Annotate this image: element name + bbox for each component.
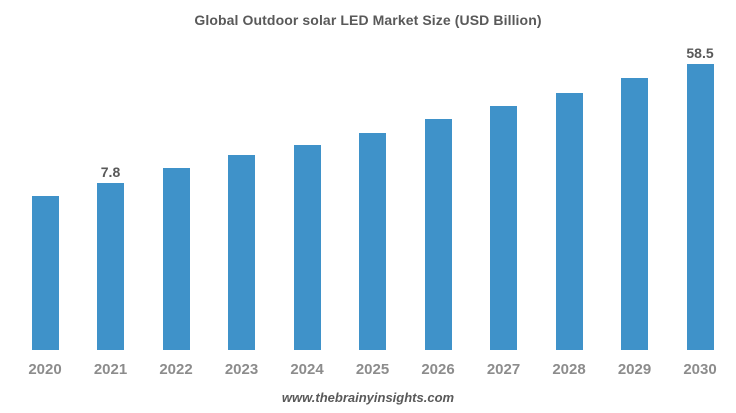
x-axis-tick-2026: 2026 xyxy=(421,361,455,378)
x-axis-tick-2024: 2024 xyxy=(290,361,324,378)
x-axis-tick-2025: 2025 xyxy=(355,361,390,378)
x-axis-tick-2021: 2021 xyxy=(93,361,128,378)
x-axis-tick-2027: 2027 xyxy=(486,361,521,378)
bar-2030 xyxy=(686,64,714,350)
bar-2028 xyxy=(555,93,583,350)
bar-2023 xyxy=(228,155,255,350)
bar-2027 xyxy=(490,106,517,350)
bar-2025 xyxy=(359,133,386,350)
data-label-2021: 7.8 xyxy=(100,164,121,180)
bar-2029 xyxy=(621,78,648,350)
x-axis-tick-2029: 2029 xyxy=(617,361,652,378)
bar-2026 xyxy=(424,118,452,350)
bar-2024 xyxy=(293,145,321,350)
bar-2020 xyxy=(31,196,59,350)
data-label-2030: 58.5 xyxy=(686,45,714,61)
chart-title: Global Outdoor solar LED Market Size (US… xyxy=(194,12,542,28)
x-axis-tick-2023: 2023 xyxy=(224,361,259,378)
bar-2021 xyxy=(97,183,124,350)
watermark-text: www.thebrainyinsights.com xyxy=(281,390,455,405)
bar-2022 xyxy=(162,168,190,350)
x-axis-tick-2028: 2028 xyxy=(552,361,586,378)
x-axis-tick-2030: 2030 xyxy=(683,361,717,378)
x-axis-tick-2020: 2020 xyxy=(28,361,62,378)
x-axis-tick-2022: 2022 xyxy=(159,361,193,378)
